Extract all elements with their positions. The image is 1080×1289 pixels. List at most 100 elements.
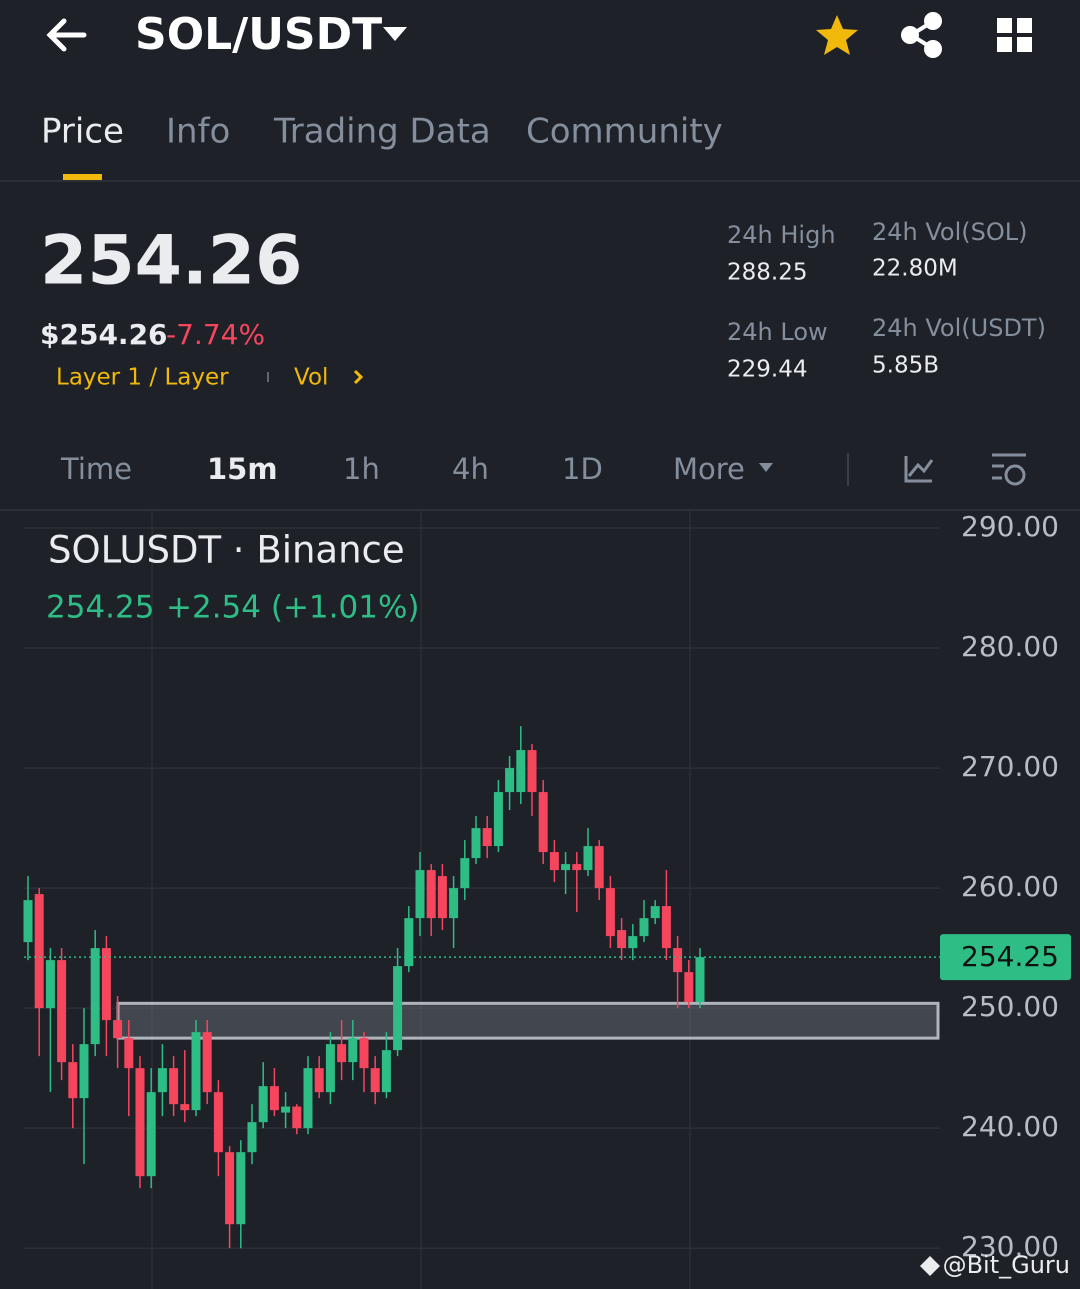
stat-value: 5.85B (872, 353, 939, 379)
chart-legend: 254.25 (46, 590, 154, 626)
y-tick-label: 290.00 (961, 510, 1059, 543)
stat-label: 24h Vol(SOL) (872, 218, 1028, 246)
candle-body (437, 876, 447, 919)
candle-body (303, 1068, 313, 1129)
candle-body (381, 1050, 391, 1093)
tab[interactable]: Price (41, 112, 124, 152)
stat-label: 24h Vol(USDT) (872, 314, 1046, 342)
candle-body (169, 1068, 179, 1105)
candle-body (370, 1068, 380, 1093)
candle-body (101, 948, 111, 1021)
interval[interactable]: 1D (562, 452, 603, 486)
tag[interactable]: Layer 1 / Layer (56, 365, 229, 391)
candle-body (90, 948, 100, 1045)
candle-body (673, 948, 683, 973)
interval[interactable]: Time (60, 452, 132, 486)
candle-body (146, 1092, 156, 1177)
candle-body (605, 888, 615, 937)
tab[interactable]: Community (526, 112, 723, 152)
candle-body (202, 1032, 212, 1093)
candle-body (549, 852, 559, 871)
y-tick-label: 280.00 (961, 630, 1059, 663)
candle-body (180, 1104, 190, 1111)
candle-body (79, 1044, 89, 1099)
candle-body (493, 792, 503, 847)
candle-body (45, 960, 55, 1009)
last-price-label: 254.25 (961, 940, 1059, 973)
candle-body (281, 1106, 291, 1113)
more-dropdown[interactable] (759, 463, 773, 472)
candle-body (225, 1152, 235, 1225)
candle-body (471, 828, 481, 859)
candle-body (34, 894, 44, 1009)
candle-body (337, 1044, 347, 1063)
pair-title[interactable]: SOL/USDT (135, 9, 382, 60)
candle-body (68, 1062, 78, 1099)
candle-body (538, 792, 548, 853)
y-tick-label: 270.00 (961, 750, 1059, 783)
stat-label: 24h Low (727, 318, 828, 346)
candle-body (393, 966, 403, 1051)
y-tick-label: 250.00 (961, 990, 1059, 1023)
candle-body (348, 1038, 358, 1063)
settings-button[interactable] (992, 453, 1026, 486)
candle-body (157, 1068, 167, 1093)
candle-body (247, 1122, 257, 1153)
candle-body (325, 1044, 335, 1093)
candle-body (236, 1152, 246, 1225)
interval[interactable]: 15m (207, 452, 278, 486)
candle-body (449, 888, 459, 919)
watermark: @Bit_Guru (943, 1251, 1070, 1279)
usd-price: $254.26 (40, 318, 168, 351)
tab[interactable]: Info (166, 112, 230, 152)
interval[interactable]: More (673, 452, 745, 486)
candle-body (269, 1086, 279, 1111)
tag[interactable]: Vol (294, 365, 328, 391)
tab[interactable]: Trading Data (273, 112, 491, 152)
candle-body (650, 906, 660, 919)
candle-body (572, 864, 582, 871)
tag-chevron (353, 369, 364, 385)
grid-menu[interactable] (997, 18, 1032, 52)
candle-body (583, 846, 593, 871)
candle-body (661, 906, 671, 949)
candle-body (314, 1068, 324, 1093)
y-tick-label: 240.00 (961, 1110, 1059, 1143)
candle-body (460, 858, 470, 889)
y-tick-label: 260.00 (961, 870, 1059, 903)
candle-body (258, 1086, 268, 1123)
candle-body (292, 1106, 302, 1129)
back-button[interactable] (46, 18, 87, 52)
candle-body (359, 1038, 369, 1069)
tab-indicator (63, 174, 102, 180)
candle-body (23, 900, 33, 943)
indicator-button[interactable] (904, 456, 934, 483)
candle-body (594, 846, 604, 889)
candle-body (482, 828, 492, 847)
candle-body (191, 1032, 201, 1111)
candle-body (684, 972, 694, 1003)
interval[interactable]: 4h (452, 452, 489, 486)
candle-body (628, 936, 638, 949)
stat-value: 22.80M (872, 256, 958, 282)
candle-body (415, 870, 425, 919)
candlestick-chart: 230.00 240.00 250.00 260.00 270.00 280.00 290.… (23, 510, 1071, 1289)
stat-value: 288.25 (727, 260, 807, 286)
price-change: -7.74% (166, 318, 265, 351)
candle-body (505, 768, 515, 793)
pair-dropdown[interactable] (383, 27, 407, 41)
last-price: 254.26 (40, 222, 302, 301)
share-button[interactable] (901, 12, 942, 58)
candle-body (516, 750, 526, 793)
favorite-star[interactable] (816, 15, 858, 55)
chart-legend: +2.54 (+1.01%) (166, 590, 420, 626)
y-tick-label: 230.00 (961, 1230, 1059, 1263)
candle-body (426, 870, 436, 919)
last-price-tag (940, 934, 1071, 981)
candle-body (695, 957, 705, 1003)
candle-body (404, 918, 414, 967)
candle-body (527, 750, 537, 793)
candle-body (639, 918, 649, 937)
interval[interactable]: 1h (343, 452, 380, 486)
